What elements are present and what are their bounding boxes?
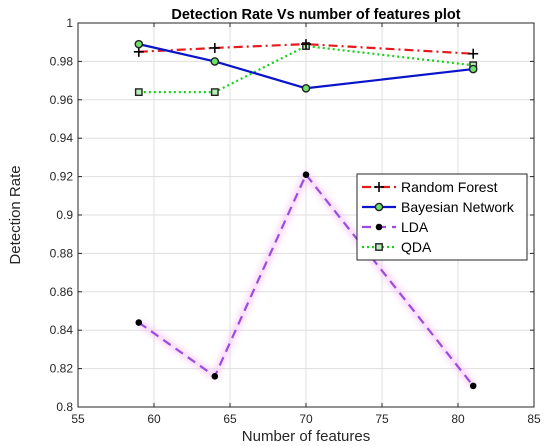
x-tick-label: 60 (147, 412, 161, 426)
legend-marker (374, 182, 384, 192)
data-point (133, 46, 144, 57)
legend: Random Forest Bayesian Network LDA QDA (356, 173, 528, 261)
y-tick-label: 0.88 (50, 246, 74, 260)
y-tick-label: 1 (66, 16, 73, 30)
y-tick-label: 0.86 (50, 285, 74, 299)
data-point (468, 64, 478, 74)
data-point (211, 372, 219, 380)
chart-title: Detection Rate Vs number of features plo… (171, 7, 460, 23)
y-tick-label: 0.98 (50, 54, 74, 68)
y-tick-label: 0.92 (50, 170, 74, 184)
y-axis: 0.8 0.82 0.84 0.86 0.88 0.9 0.92 0.94 0.96 0.98 1 (50, 16, 534, 414)
series-line (138, 43, 474, 55)
legend-entry: Bayesian Network (362, 199, 515, 215)
x-axis: 55 60 65 70 75 80 85 (71, 23, 541, 426)
data-point (301, 83, 311, 93)
series-layer (133, 39, 479, 390)
series-random-forest (133, 39, 479, 59)
data-point (210, 57, 220, 66)
legend-label: QDA (401, 239, 432, 255)
legend-label: Random Forest (401, 179, 498, 195)
legend-label: Bayesian Network (401, 199, 515, 215)
data-point (210, 88, 219, 97)
x-tick-label: 85 (527, 412, 541, 426)
x-tick-label: 55 (71, 412, 85, 426)
y-axis-label: Detection Rate (7, 165, 24, 264)
x-tick-label: 80 (451, 412, 465, 426)
legend-entry: LDA (362, 219, 429, 235)
series-lda (135, 171, 477, 390)
y-tick-label: 0.8 (56, 400, 73, 414)
data-point (134, 88, 143, 97)
x-axis-label: Number of features (242, 428, 370, 445)
y-tick-label: 0.82 (50, 362, 74, 376)
series-bayesian-network (134, 39, 478, 93)
x-tick-label: 70 (299, 412, 313, 426)
y-tick-label: 0.94 (50, 131, 74, 145)
legend-marker (374, 202, 384, 212)
legend-box (356, 173, 528, 261)
legend-label: LDA (401, 219, 429, 235)
data-point (134, 39, 144, 49)
legend-marker (375, 243, 383, 251)
legend-entry: QDA (362, 239, 432, 255)
x-tick-label: 75 (375, 412, 389, 426)
y-tick-label: 0.9 (56, 208, 73, 222)
series-line (138, 173, 475, 387)
data-point (135, 319, 143, 326)
data-point (209, 42, 220, 53)
data-point (468, 48, 479, 59)
data-point (301, 39, 311, 50)
data-point (469, 382, 477, 390)
x-tick-label: 65 (223, 412, 237, 426)
y-tick-label: 0.96 (50, 93, 74, 107)
legend-marker (375, 223, 383, 231)
data-point (302, 171, 310, 178)
y-tick-label: 0.84 (50, 323, 74, 337)
series-line (138, 43, 474, 90)
legend-entry: Random Forest (362, 179, 498, 195)
